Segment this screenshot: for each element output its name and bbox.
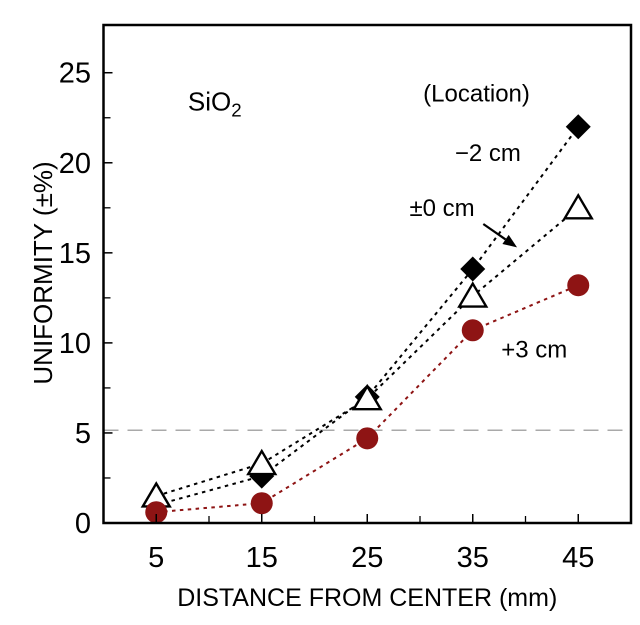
marker-minus-2cm-35mm — [460, 256, 486, 282]
annotation-location-header: (Location) — [423, 81, 530, 108]
y-tick-label-15: 15 — [59, 238, 91, 270]
annotation-arrow-line — [482, 223, 507, 241]
marker-plus-3cm-45mm — [567, 274, 590, 297]
series-line-minus-2cm — [155, 126, 580, 506]
marker-plus-3cm-5mm — [145, 501, 168, 524]
x-tick-label-25: 25 — [351, 542, 383, 574]
x-tick-label-15: 15 — [246, 542, 278, 574]
marker-pm-0cm-25mm — [351, 383, 383, 411]
annotation-material-label: SiO2 — [188, 87, 242, 121]
marker-pm-0cm-35mm — [457, 281, 489, 308]
x-axis-title: DISTANCE FROM CENTER (mm) — [177, 584, 557, 612]
y-tick-label-10: 10 — [59, 328, 91, 360]
y-tick-label-25: 25 — [59, 58, 91, 90]
x-tick-label-45: 45 — [562, 542, 594, 574]
series-label-plus-3cm: +3 cm — [501, 336, 567, 363]
x-tick-label-35: 35 — [457, 542, 489, 574]
series-label-pm-0cm: ±0 cm — [409, 195, 474, 222]
marker-pm-0cm-45mm — [562, 192, 594, 220]
marker-minus-2cm-45mm — [565, 114, 591, 140]
y-tick-label-5: 5 — [75, 418, 91, 450]
marker-plus-3cm-25mm — [356, 427, 379, 450]
y-tick-label-0: 0 — [75, 508, 91, 540]
marker-plus-3cm-35mm — [461, 319, 484, 342]
marker-pm-0cm-15mm — [246, 448, 278, 476]
series-label-minus-2cm: −2 cm — [455, 140, 521, 167]
marker-plus-3cm-15mm — [250, 492, 273, 515]
plot-frame — [102, 23, 633, 525]
y-axis-title: UNIFORMITY (±%) — [28, 161, 58, 384]
series-line-pm-0cm — [155, 207, 579, 497]
annotation-arrow-head — [502, 234, 518, 248]
x-tick-label-5: 5 — [148, 542, 164, 574]
y-tick-label-20: 20 — [59, 148, 91, 180]
